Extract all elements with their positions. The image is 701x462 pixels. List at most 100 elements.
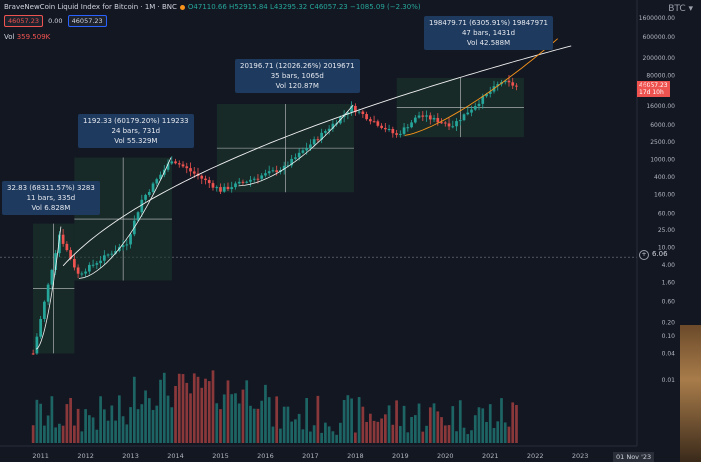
- candle-body: [324, 131, 327, 133]
- candle-body: [73, 258, 76, 268]
- plus-icon[interactable]: +: [639, 250, 649, 260]
- volume-bar: [421, 431, 425, 443]
- volume-bar: [346, 395, 350, 443]
- candle-body: [91, 264, 95, 266]
- volume-bar: [241, 389, 245, 443]
- side-thumbnail: [680, 325, 701, 462]
- currency-selector[interactable]: BTC ▾: [668, 4, 693, 14]
- y-tick-label: 1600000.00: [639, 15, 675, 22]
- volume-bar: [80, 431, 84, 443]
- stats-line: 35 bars, 1065d: [270, 72, 324, 80]
- x-tick-label: 2019: [392, 452, 409, 460]
- stats-box-4[interactable]: 198479.71 (6305.91%) 19847971 47 bars, 1…: [424, 16, 553, 50]
- candle-body: [417, 115, 421, 118]
- volume-bar: [95, 429, 99, 443]
- candle-body: [413, 117, 417, 123]
- stats-box-2[interactable]: 1192.33 (60179.20%) 119233 24 bars, 731d…: [78, 114, 194, 148]
- volume-bar: [402, 405, 406, 443]
- stats-box-1[interactable]: 32.83 (68311.57%) 3283 11 bars, 335d Vol…: [2, 181, 100, 215]
- volume-bar: [503, 422, 507, 443]
- candle-body: [466, 112, 470, 115]
- candle-body: [320, 132, 323, 140]
- x-tick-label: 2018: [347, 452, 364, 460]
- volume-bar: [245, 380, 249, 443]
- volume-bar: [260, 400, 264, 443]
- spread-value: 0.00: [48, 17, 63, 25]
- blx-label: BLX: [641, 83, 653, 90]
- stats-line: Vol 42.588M: [466, 39, 511, 47]
- candle-body: [226, 186, 230, 190]
- volume-bar: [436, 411, 440, 443]
- candle-body: [271, 170, 275, 172]
- volume-bar: [466, 434, 470, 443]
- y-tick-label: 0.01: [662, 377, 676, 384]
- candle-body: [69, 250, 72, 259]
- candle-body: [440, 122, 443, 124]
- volume-legend: Vol 359.509K: [4, 33, 50, 41]
- volume-bar: [121, 416, 125, 443]
- candle-body: [376, 121, 380, 126]
- candle-body: [455, 121, 458, 127]
- volume-bar: [88, 415, 91, 443]
- sell-button[interactable]: 46057.23: [4, 15, 44, 27]
- candle-body: [136, 212, 140, 221]
- candle-body: [421, 115, 425, 117]
- candle-body: [211, 183, 215, 188]
- volume-bar: [413, 415, 417, 443]
- y-tick-label: 10.00: [658, 245, 675, 252]
- volume-bar: [275, 396, 279, 443]
- volume-bar: [380, 418, 383, 443]
- volume-bar: [492, 427, 496, 443]
- candle-body: [511, 82, 515, 86]
- volume-bar: [50, 396, 54, 443]
- volume-bar: [185, 382, 189, 443]
- volume-bar: [305, 398, 309, 443]
- candle-body: [496, 84, 500, 87]
- candle-body: [458, 120, 462, 122]
- buy-button[interactable]: 46057.23: [67, 15, 107, 27]
- candle-body: [481, 96, 485, 104]
- candle-body: [372, 121, 376, 123]
- candle-body: [177, 163, 181, 165]
- candle-body: [256, 178, 260, 180]
- volume-bar: [417, 403, 421, 443]
- candle-body: [267, 171, 271, 174]
- stats-line: Vol 55.329M: [114, 137, 158, 145]
- candle-body: [402, 127, 406, 134]
- volume-bar: [410, 416, 413, 443]
- candle-body: [350, 105, 353, 113]
- candle-body: [99, 260, 102, 264]
- volume-bar: [327, 426, 331, 443]
- stats-line: 32.83 (68311.57%) 3283: [7, 184, 95, 192]
- volume-bar: [155, 405, 159, 443]
- candle-body: [503, 80, 507, 83]
- volume-bar: [369, 413, 372, 443]
- stats-box-3[interactable]: 20196.71 (12026.26%) 2019671 35 bars, 10…: [235, 59, 360, 93]
- candle-body: [316, 139, 320, 141]
- candle-body: [46, 284, 50, 302]
- volume-bar: [84, 409, 87, 443]
- volume-bar: [511, 402, 515, 443]
- volume-bar: [267, 397, 271, 443]
- stats-line: 11 bars, 335d: [26, 194, 76, 202]
- candle-body: [76, 267, 80, 274]
- volume-bar: [376, 421, 380, 443]
- volume-bar: [290, 421, 294, 443]
- volume-bar: [282, 406, 286, 443]
- volume-bar: [458, 400, 462, 443]
- x-tick-label: 2020: [437, 452, 454, 460]
- volume-bar: [129, 407, 132, 443]
- volume-bar: [316, 395, 320, 443]
- ohlc-readout: O47110.66 H52915.84 L43295.32 C46057.23 …: [187, 3, 421, 11]
- volume-bar: [159, 379, 162, 443]
- x-tick-label: 2017: [302, 452, 319, 460]
- crosshair-date-label: 01 Nov '23: [613, 452, 655, 462]
- volume-bar: [361, 406, 365, 443]
- candle-body: [249, 179, 252, 182]
- volume-bar: [473, 415, 477, 443]
- candle-body: [170, 161, 174, 164]
- volume-bar: [312, 425, 316, 443]
- volume-bar: [192, 373, 196, 443]
- candle-body: [294, 157, 297, 159]
